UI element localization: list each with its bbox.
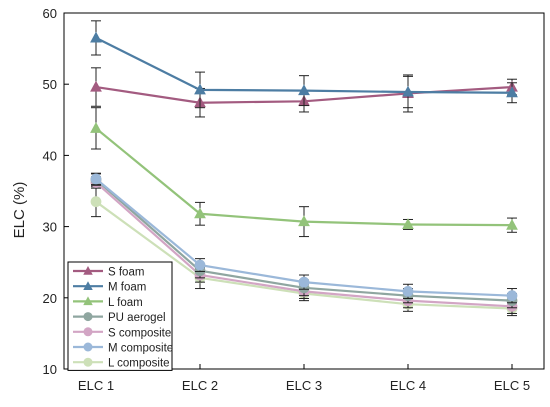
legend-marker xyxy=(83,281,93,290)
x-tick-label: ELC 1 xyxy=(78,378,114,393)
data-point xyxy=(298,215,310,227)
y-tick-label: 50 xyxy=(43,77,57,92)
data-point xyxy=(506,290,518,302)
legend-marker xyxy=(83,357,93,367)
legend-item: M composite xyxy=(73,342,173,355)
data-point xyxy=(298,84,310,96)
data-point xyxy=(506,86,518,98)
y-tick-label: 40 xyxy=(43,148,57,163)
data-point xyxy=(402,85,414,97)
x-tick-label: ELC 3 xyxy=(286,378,322,393)
legend-label: M foam xyxy=(108,282,146,294)
data-point xyxy=(90,122,102,133)
x-tick-label: ELC 2 xyxy=(182,378,218,393)
series-group xyxy=(90,20,518,317)
legend-label: S foam xyxy=(108,267,144,279)
legend-marker xyxy=(83,327,93,337)
legend-item: L foam xyxy=(73,296,143,309)
data-point xyxy=(90,31,102,43)
legend-item: S foam xyxy=(73,266,144,279)
data-point xyxy=(194,83,206,95)
y-tick-label: 20 xyxy=(43,291,57,306)
axes: 10 20 30 40 50 60 ELC 1 ELC 2 ELC 3 ELC 4 ELC 5 xyxy=(43,6,545,393)
legend-label: PU aerogel xyxy=(108,312,166,324)
data-point xyxy=(402,218,414,229)
y-tick-label: 10 xyxy=(43,362,57,377)
legend-label: L foam xyxy=(108,297,143,309)
data-point xyxy=(90,173,102,185)
series-l-foam xyxy=(90,107,518,238)
legend-label: L composite xyxy=(108,358,170,370)
data-point xyxy=(298,276,310,288)
legend: S foam M foam L foam PU aerogel S composite M… xyxy=(67,261,173,371)
legend-marker xyxy=(83,266,93,275)
legend-marker xyxy=(83,296,93,306)
data-point xyxy=(194,259,206,271)
series-m-composite xyxy=(90,172,518,304)
legend-item: L composite xyxy=(73,357,170,370)
legend-marker xyxy=(83,312,93,322)
data-point xyxy=(194,207,206,219)
x-tick-label: ELC 5 xyxy=(494,378,530,393)
legend-item: S composite xyxy=(73,327,171,339)
legend-item: PU aerogel xyxy=(73,312,166,324)
data-point xyxy=(90,80,102,92)
legend-label: S composite xyxy=(108,327,171,339)
series-m-foam xyxy=(90,20,518,109)
legend-label: M composite xyxy=(108,343,173,355)
legend-item: M foam xyxy=(73,281,146,294)
y-tick-label: 60 xyxy=(43,6,57,21)
data-point xyxy=(402,285,414,297)
legend-marker xyxy=(83,342,93,352)
data-point xyxy=(90,196,102,208)
x-tick-label: ELC 4 xyxy=(390,378,426,393)
y-tick-label: 30 xyxy=(43,220,57,235)
y-axis-label: ELC (%) xyxy=(11,182,28,239)
data-point xyxy=(506,218,518,230)
